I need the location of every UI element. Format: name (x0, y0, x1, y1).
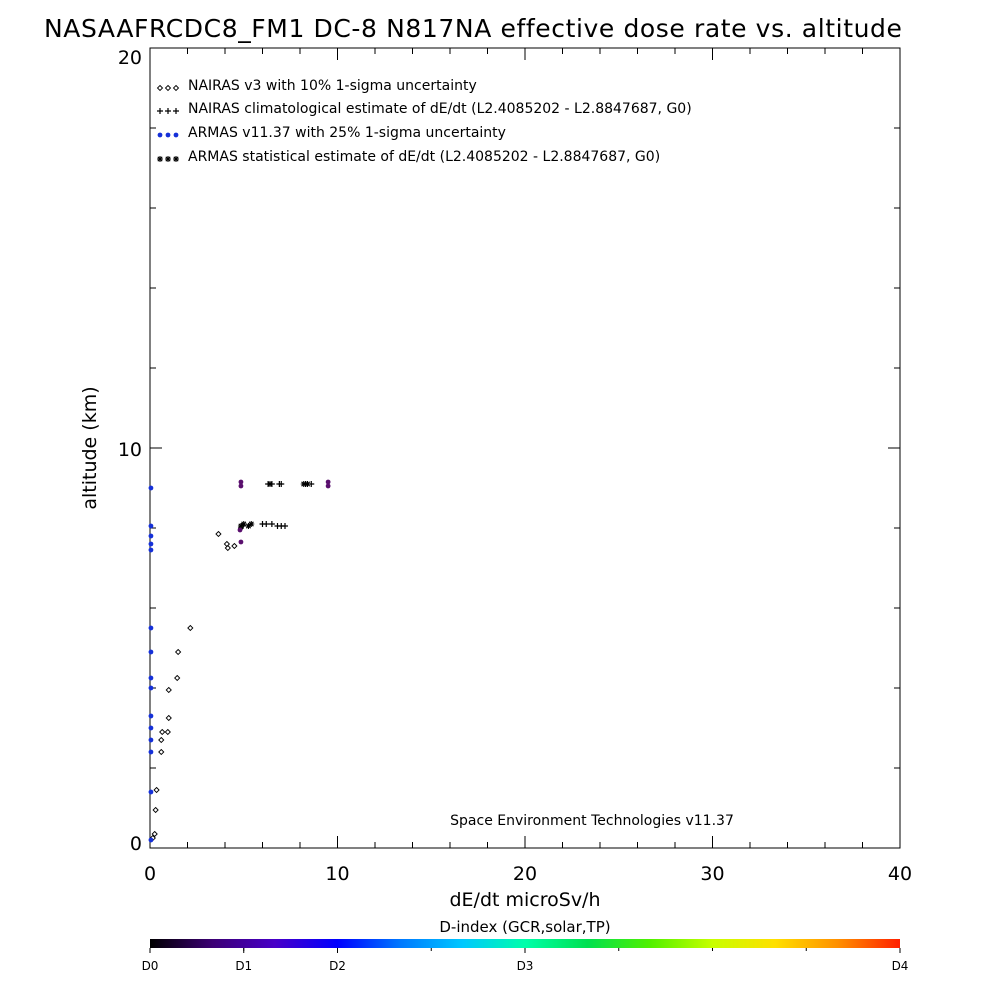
colorbar (150, 939, 900, 948)
legend-marker-series-1 (165, 108, 171, 114)
y-axis-label: altitude (km) (79, 386, 101, 509)
y-tick-label-20: 20 (118, 47, 142, 69)
data-point-series-0 (215, 530, 222, 538)
colorbar-ticks: D0 D1 D2 D3 D4 (142, 948, 909, 973)
y-tick-label-10: 10 (118, 439, 142, 461)
legend-marker-series-0 (172, 84, 180, 92)
data-points (148, 479, 331, 843)
legend-marker-series-2 (165, 132, 171, 138)
data-point-series-1 (282, 523, 288, 529)
legend-marker-series-2 (173, 132, 179, 138)
data-point-series-2 (148, 649, 154, 655)
x-tick-label-20: 20 (513, 863, 537, 885)
data-point-series-2 (148, 737, 154, 743)
colorbar-tick-label: D4 (892, 959, 909, 973)
legend-label-armas: ARMAS v11.37 with 25% 1-sigma uncertaint… (188, 125, 506, 141)
data-point-series-0 (231, 542, 238, 550)
data-point-series-2 (148, 523, 154, 529)
data-point-series-2 (148, 789, 154, 795)
data-point-series-4 (238, 539, 244, 545)
data-point-series-3 (245, 523, 252, 529)
data-point-series-0 (174, 648, 182, 656)
x-axis-label: dE/dt microSv/h (449, 889, 600, 911)
data-point-series-0 (159, 728, 166, 736)
data-point-series-3 (248, 521, 255, 527)
x-tick-label-10: 10 (325, 863, 349, 885)
y-tick-label-0: 0 (130, 833, 142, 855)
x-tick-label-0: 0 (144, 863, 156, 885)
legend-label-nairas-clim: NAIRAS climatological estimate of dE/dt … (188, 101, 692, 117)
legend-marker-series-1 (173, 108, 179, 114)
data-point-series-2 (148, 713, 154, 719)
legend-marker-series-1 (157, 108, 163, 114)
legend-label-nairas: NAIRAS v3 with 10% 1-sigma uncertainty (188, 78, 477, 94)
data-point-series-1 (268, 521, 275, 527)
data-point-series-3 (267, 481, 273, 487)
legend: NAIRAS v3 with 10% 1-sigma uncertainty N… (156, 78, 692, 165)
data-point-series-2 (148, 533, 154, 539)
credit-text: Space Environment Technologies v11.37 (450, 813, 734, 829)
plot-frame (149, 47, 901, 849)
colorbar-tick-label: D2 (329, 959, 346, 973)
legend-marker-series-0 (164, 84, 172, 92)
colorbar-tick-label: D1 (235, 959, 252, 973)
data-point-series-2 (148, 485, 154, 491)
data-point-series-4 (325, 483, 331, 489)
data-point-series-2 (148, 541, 154, 547)
data-point-series-3 (240, 521, 247, 527)
data-point-series-2 (148, 675, 154, 681)
axis-ticks (149, 47, 901, 849)
x-tick-label-40: 40 (888, 863, 912, 885)
data-point-series-2 (148, 685, 154, 691)
legend-marker-series-3 (165, 156, 171, 162)
data-point-series-4 (325, 479, 331, 485)
data-point-series-2 (148, 725, 154, 731)
data-point-series-3 (304, 481, 311, 487)
colorbar-title: D-index (GCR,solar,TP) (439, 918, 610, 936)
data-point-series-3 (300, 481, 307, 487)
data-point-series-2 (148, 837, 154, 843)
data-point-series-2 (148, 749, 154, 755)
data-point-series-0 (153, 786, 160, 794)
data-point-series-0 (151, 830, 158, 838)
data-point-series-4 (238, 479, 244, 485)
data-point-series-0 (174, 674, 181, 682)
legend-marker-series-3 (173, 156, 179, 162)
data-point-series-0 (152, 806, 159, 814)
data-point-series-0 (165, 714, 172, 722)
data-point-series-4 (238, 483, 244, 489)
data-point-series-0 (158, 736, 165, 744)
data-point-series-2 (148, 547, 154, 553)
data-point-series-4 (237, 527, 243, 533)
colorbar-tick-label: D0 (142, 959, 159, 973)
chart-title: NASAAFRCDC8_FM1 DC-8 N817NA effective do… (44, 14, 903, 43)
data-point-series-1 (263, 521, 270, 527)
legend-marker-series-0 (156, 84, 164, 92)
legend-marker-series-3 (157, 156, 163, 162)
colorbar-tick-label: D3 (517, 959, 534, 973)
data-point-series-1 (278, 481, 285, 487)
legend-label-armas-stat: ARMAS statistical estimate of dE/dt (L2.… (188, 149, 660, 165)
data-point-series-0 (187, 624, 194, 632)
data-point-series-3 (237, 523, 244, 529)
data-point-series-2 (148, 625, 154, 631)
data-point-series-0 (165, 686, 172, 694)
data-point-series-0 (158, 748, 165, 756)
x-tick-label-30: 30 (700, 863, 724, 885)
data-point-series-0 (224, 544, 231, 552)
data-point-series-0 (164, 728, 171, 736)
legend-marker-series-2 (157, 132, 163, 138)
